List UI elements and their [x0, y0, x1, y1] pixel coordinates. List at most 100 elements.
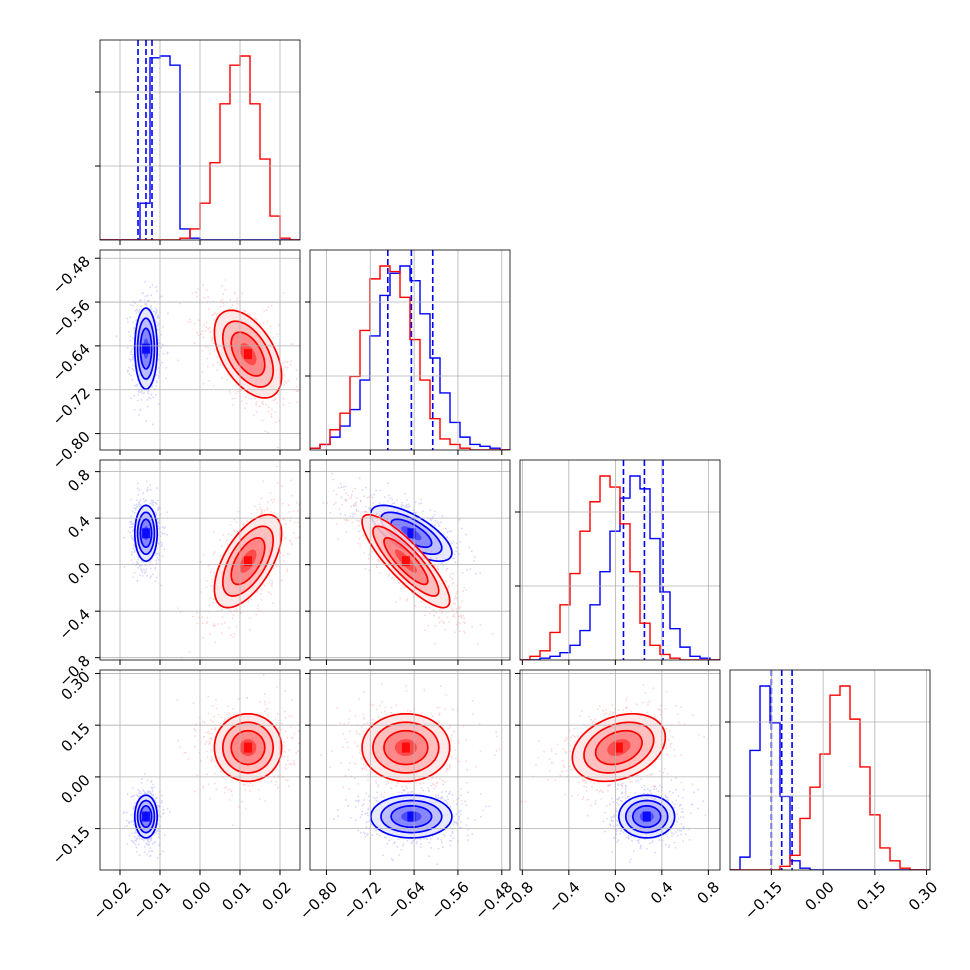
sample-point — [399, 587, 402, 590]
sample-point — [411, 532, 414, 534]
sample-point — [204, 345, 207, 348]
sample-point — [261, 419, 264, 422]
sample-point — [231, 304, 234, 307]
sample-point — [127, 321, 129, 323]
sample-point — [339, 512, 342, 515]
sample-point — [140, 569, 143, 572]
sample-point — [267, 406, 270, 408]
sample-point — [123, 536, 126, 539]
sample-point — [132, 538, 135, 541]
sample-point — [150, 780, 153, 782]
sample-point — [201, 371, 204, 373]
panel-frame — [309, 459, 511, 661]
sample-point — [204, 743, 207, 745]
sample-point — [216, 361, 219, 364]
sample-point — [136, 487, 139, 490]
sample-point — [445, 579, 448, 582]
sample-point — [149, 488, 152, 491]
sample-point — [418, 502, 420, 505]
sample-point — [273, 498, 276, 501]
sample-point — [433, 514, 436, 516]
sample-point — [207, 565, 210, 567]
blue-contour — [139, 805, 153, 829]
sample-point — [142, 292, 145, 294]
sample-point — [242, 524, 245, 526]
sample-point — [263, 710, 266, 713]
sample-point — [244, 310, 247, 313]
sample-point — [133, 326, 135, 329]
sample-point — [283, 292, 285, 294]
sample-point — [157, 375, 160, 377]
sample-point — [155, 286, 157, 289]
sample-point — [295, 390, 298, 393]
sample-point — [130, 839, 133, 842]
sample-point — [158, 520, 160, 522]
sample-point — [156, 518, 159, 521]
sample-point — [436, 521, 439, 524]
sample-point — [131, 304, 134, 307]
sample-point — [163, 548, 166, 551]
sample-point — [162, 352, 165, 355]
sample-point — [361, 489, 364, 491]
sample-point — [391, 577, 394, 579]
sample-point — [208, 380, 211, 382]
sample-point — [347, 519, 350, 522]
sample-point — [233, 397, 236, 400]
sample-point — [130, 526, 132, 529]
sample-point — [142, 492, 145, 495]
sample-point — [147, 850, 150, 853]
sample-point — [241, 400, 243, 402]
sample-point — [131, 530, 134, 532]
sample-point — [145, 302, 147, 305]
sample-point — [198, 616, 201, 619]
sample-point — [213, 772, 216, 775]
sample-point — [359, 500, 362, 503]
sample-point — [149, 397, 152, 400]
sample-point — [178, 302, 181, 305]
sample-point — [460, 600, 463, 603]
sample-point — [445, 569, 448, 572]
sample-point — [376, 566, 378, 569]
sample-point — [155, 830, 158, 833]
sample-point — [229, 392, 232, 395]
sample-point — [433, 614, 436, 617]
sample-point — [176, 359, 179, 362]
panel-content — [322, 472, 494, 646]
sample-point — [387, 500, 389, 503]
sample-point — [136, 837, 139, 840]
sample-point — [130, 498, 133, 501]
sample-point — [295, 385, 298, 388]
sample-point — [132, 357, 134, 359]
sample-point — [196, 331, 199, 334]
sample-point — [146, 488, 149, 491]
sample-point — [153, 786, 156, 788]
sample-point — [340, 486, 343, 489]
sample-point — [295, 501, 298, 504]
sample-point — [293, 763, 295, 766]
sample-point — [132, 355, 135, 358]
sample-point — [463, 632, 466, 634]
sample-point — [274, 398, 276, 400]
sample-point — [354, 504, 357, 507]
sample-point — [451, 542, 453, 545]
sample-point — [196, 622, 199, 625]
sample-point — [454, 561, 457, 564]
sample-point — [152, 783, 155, 786]
sample-point — [208, 331, 211, 333]
sample-point — [135, 562, 138, 565]
sample-point — [350, 505, 353, 508]
sample-point — [263, 309, 266, 312]
sample-point — [138, 792, 141, 794]
sample-point — [458, 607, 461, 610]
panel-1-0 — [95, 249, 301, 455]
panel-frame — [99, 39, 301, 241]
sample-point — [151, 786, 153, 789]
sample-point — [288, 763, 291, 766]
sample-point — [396, 519, 399, 522]
sample-point — [415, 511, 418, 514]
sample-point — [157, 339, 160, 341]
sample-point — [275, 421, 277, 424]
sample-point — [464, 622, 466, 625]
sample-point — [222, 302, 225, 304]
sample-point — [231, 794, 234, 797]
